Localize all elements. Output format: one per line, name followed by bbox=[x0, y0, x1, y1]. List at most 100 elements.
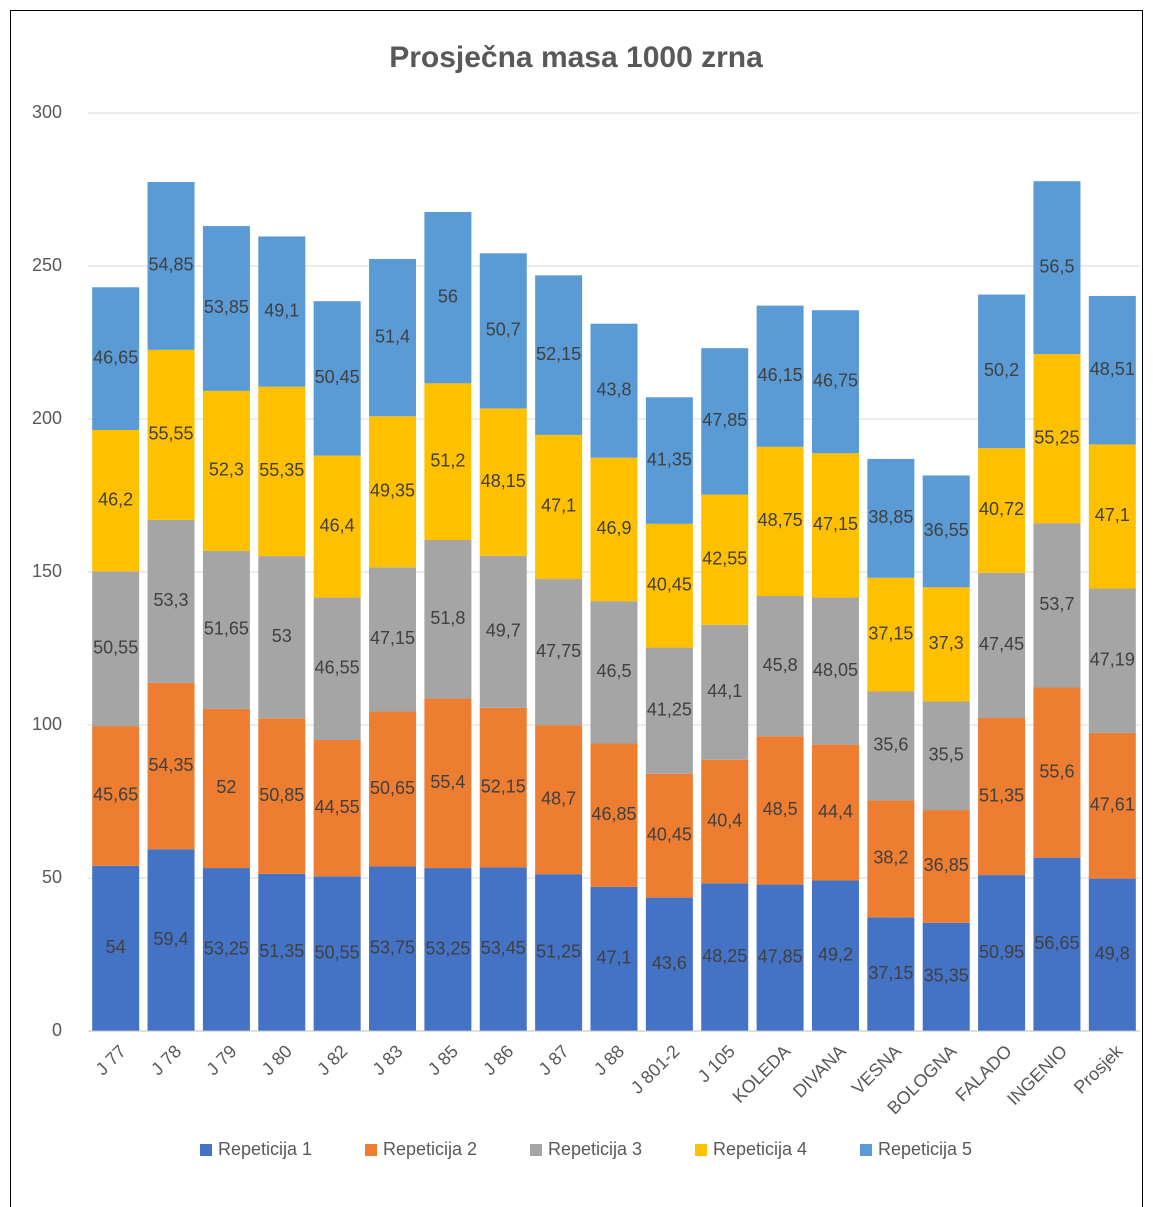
data-label: 53,85 bbox=[204, 297, 249, 317]
legend-label: Repeticija 4 bbox=[713, 1139, 807, 1159]
data-label: 51,2 bbox=[430, 450, 465, 470]
data-label: 47,1 bbox=[1095, 505, 1130, 525]
bar-segment bbox=[701, 759, 749, 884]
data-label: 53,3 bbox=[154, 590, 189, 610]
data-label: 40,4 bbox=[707, 810, 742, 830]
bar-segment bbox=[756, 596, 804, 737]
data-label: 49,7 bbox=[486, 621, 521, 641]
bar-segment bbox=[313, 301, 361, 456]
data-label: 51,4 bbox=[375, 326, 410, 346]
bar-segment bbox=[535, 275, 583, 435]
data-label: 47,61 bbox=[1090, 795, 1135, 815]
data-label: 47,19 bbox=[1090, 649, 1135, 669]
bar-segment bbox=[756, 884, 804, 1031]
data-label: 46,75 bbox=[813, 370, 858, 390]
data-label: 52,15 bbox=[481, 776, 526, 796]
bar-segment bbox=[645, 397, 693, 524]
bar-segment bbox=[978, 294, 1026, 449]
bar-segment bbox=[978, 572, 1026, 718]
bar-segment bbox=[811, 880, 859, 1031]
bar-segment bbox=[867, 800, 915, 918]
data-label: 50,65 bbox=[370, 778, 415, 798]
data-label: 47,75 bbox=[536, 641, 581, 661]
data-label: 48,05 bbox=[813, 660, 858, 680]
data-label: 41,25 bbox=[647, 699, 692, 719]
bar-segment bbox=[92, 726, 140, 866]
data-label: 48,5 bbox=[763, 799, 798, 819]
data-label: 52,3 bbox=[209, 460, 244, 480]
bar-segment bbox=[313, 597, 361, 740]
data-label: 51,35 bbox=[979, 785, 1024, 805]
data-label: 56 bbox=[438, 286, 458, 306]
data-label: 35,6 bbox=[873, 735, 908, 755]
data-label: 43,8 bbox=[596, 379, 631, 399]
bar-segment bbox=[978, 717, 1026, 876]
data-label: 47,85 bbox=[758, 947, 803, 967]
bar-segment bbox=[811, 310, 859, 454]
bar-segment bbox=[147, 682, 195, 850]
legend-label: Repeticija 2 bbox=[383, 1139, 477, 1159]
data-label: 55,55 bbox=[149, 424, 194, 444]
data-label: 53,25 bbox=[425, 938, 470, 958]
bar-segment bbox=[645, 773, 693, 898]
data-label: 54,35 bbox=[149, 755, 194, 775]
data-label: 35,5 bbox=[929, 745, 964, 765]
data-label: 43,6 bbox=[652, 953, 687, 973]
bar-segment bbox=[1033, 687, 1081, 858]
data-label: 47,45 bbox=[979, 634, 1024, 654]
chart-title: Prosječna masa 1000 zrna bbox=[389, 41, 763, 74]
bar-segment bbox=[1088, 588, 1136, 733]
bar-segment bbox=[867, 458, 915, 578]
data-label: 49,1 bbox=[264, 300, 299, 320]
data-label: 54 bbox=[106, 937, 126, 957]
y-tick-label: 150 bbox=[32, 561, 62, 581]
bar-segment bbox=[424, 383, 472, 541]
legend-swatch bbox=[530, 1144, 542, 1156]
bar-segment bbox=[424, 211, 472, 384]
data-label: 35,35 bbox=[924, 966, 969, 986]
bar-segment bbox=[479, 867, 527, 1031]
data-label: 59,4 bbox=[154, 929, 189, 949]
bar-segment bbox=[1088, 295, 1136, 445]
data-label: 53,75 bbox=[370, 938, 415, 958]
bar-segment bbox=[1033, 354, 1081, 524]
bar-segment bbox=[756, 305, 804, 447]
data-label: 54,85 bbox=[149, 255, 194, 275]
y-tick-label: 100 bbox=[32, 714, 62, 734]
bar-segment bbox=[811, 744, 859, 881]
data-label: 42,55 bbox=[702, 548, 747, 568]
bar-segment bbox=[535, 579, 583, 726]
data-label: 51,65 bbox=[204, 619, 249, 639]
data-label: 44,1 bbox=[707, 681, 742, 701]
bar-segment bbox=[645, 647, 693, 774]
data-label: 48,51 bbox=[1090, 359, 1135, 379]
bar-segment bbox=[701, 494, 749, 625]
legend-label: Repeticija 5 bbox=[878, 1139, 972, 1159]
bar-segment bbox=[922, 475, 970, 588]
bar-segment bbox=[369, 866, 417, 1031]
legend-swatch bbox=[860, 1144, 872, 1156]
y-tick-label: 250 bbox=[32, 255, 62, 275]
data-label: 46,55 bbox=[315, 658, 360, 678]
bar-segment bbox=[645, 897, 693, 1031]
bar-segment bbox=[202, 550, 250, 709]
y-tick-label: 200 bbox=[32, 408, 62, 428]
bar-segment bbox=[535, 725, 583, 875]
bar-segment bbox=[202, 226, 250, 391]
legend-label: Repeticija 3 bbox=[548, 1139, 642, 1159]
data-label: 49,2 bbox=[818, 944, 853, 964]
bar-segment bbox=[258, 236, 306, 387]
data-label: 44,4 bbox=[818, 801, 853, 821]
data-label: 50,55 bbox=[93, 637, 138, 657]
data-label: 47,1 bbox=[596, 948, 631, 968]
data-label: 50,55 bbox=[315, 942, 360, 962]
bar-segment bbox=[147, 349, 195, 520]
bar-segment bbox=[978, 875, 1026, 1031]
bar-segment bbox=[258, 556, 306, 719]
bar-segment bbox=[1033, 857, 1081, 1031]
bar-segment bbox=[147, 519, 195, 683]
data-label: 40,72 bbox=[979, 499, 1024, 519]
bar-segment bbox=[313, 739, 361, 877]
